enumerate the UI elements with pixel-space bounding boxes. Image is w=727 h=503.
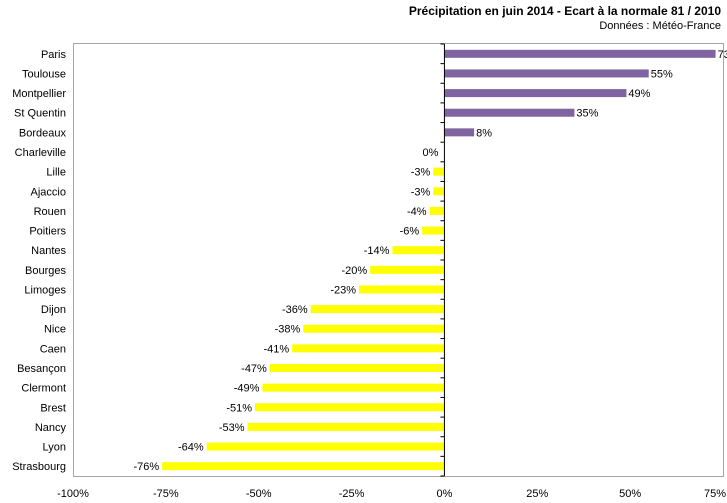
x-tick-label: -75%	[153, 488, 179, 500]
bar-4	[444, 128, 475, 137]
category-label: Montpellier	[12, 88, 66, 100]
x-tick-label: -50%	[246, 488, 272, 500]
chart-title: Précipitation en juin 2014 - Ecart à la …	[408, 4, 721, 18]
bar-3	[444, 108, 575, 117]
category-label: Nantes	[31, 245, 66, 257]
bar-19	[247, 422, 445, 431]
bar-6	[433, 167, 445, 176]
x-tick-label: -25%	[339, 488, 365, 500]
plot-frame	[73, 43, 724, 477]
x-tick-label: 75%	[704, 488, 726, 500]
bar-7	[433, 187, 445, 196]
category-label: Nancy	[35, 422, 67, 434]
data-label: 55%	[651, 68, 673, 80]
category-label: Toulouse	[22, 68, 66, 80]
x-tick-label: 0%	[436, 488, 452, 500]
chart-subtitle: Données : Météo-France	[599, 20, 721, 32]
data-label: -64%	[178, 442, 204, 454]
category-label: Bordeaux	[19, 127, 67, 139]
bar-8	[429, 206, 445, 215]
category-label: Nice	[44, 324, 66, 336]
bar-2	[444, 89, 627, 98]
category-label: Bourges	[25, 265, 66, 277]
data-label: 8%	[476, 127, 492, 139]
data-label: -14%	[364, 245, 390, 257]
bar-1	[444, 69, 649, 78]
category-label: Charleville	[15, 147, 66, 159]
data-label: -51%	[226, 402, 252, 414]
category-label: Poitiers	[29, 226, 66, 238]
category-labels: Paris Toulouse Montpellier St Quentin Bordea…	[12, 49, 66, 473]
data-label: -38%	[275, 324, 301, 336]
data-label: -41%	[263, 343, 289, 355]
category-label: Dijon	[41, 304, 66, 316]
value-labels: 73% 55%49% 35% 8% 0% -3% -3% -4% -6% -14% -20% -23%…	[133, 49, 727, 473]
data-label: -3%	[411, 167, 431, 179]
data-label: -36%	[282, 304, 308, 316]
data-label: -53%	[219, 422, 245, 434]
bar-17	[262, 383, 445, 392]
category-label: Ajaccio	[31, 186, 66, 198]
data-label: -23%	[330, 284, 356, 296]
bar-10	[392, 246, 445, 255]
bar-13	[310, 305, 445, 314]
category-label: Brest	[40, 402, 66, 414]
x-tick-label: 50%	[619, 488, 641, 500]
x-tick-label: 25%	[526, 488, 548, 500]
data-label: -4%	[407, 206, 427, 218]
bar-15	[292, 344, 445, 353]
bar-9	[422, 226, 445, 235]
category-label: Lille	[46, 167, 66, 179]
data-label: -6%	[400, 226, 420, 238]
category-label: St Quentin	[14, 108, 66, 120]
bar-14	[303, 324, 445, 333]
category-label: Caen	[40, 343, 66, 355]
data-label: -3%	[411, 186, 431, 198]
data-label: -47%	[241, 363, 267, 375]
bar-11	[370, 265, 445, 274]
bar-21	[162, 462, 445, 471]
data-label: -49%	[234, 383, 260, 395]
category-label: Clermont	[21, 383, 66, 395]
category-label: Strasbourg	[12, 461, 66, 473]
data-label: 0%	[423, 147, 439, 159]
bar-0	[444, 49, 716, 58]
data-label: 49%	[628, 88, 650, 100]
bar-12	[359, 285, 445, 294]
x-tick-label: -100%	[57, 488, 89, 500]
category-label: Rouen	[34, 206, 66, 218]
category-label: Lyon	[43, 442, 66, 454]
bar-18	[255, 403, 445, 412]
bar-20	[206, 442, 445, 451]
category-label: Paris	[41, 49, 67, 61]
data-label: 73%	[718, 49, 727, 61]
data-label: -20%	[341, 265, 367, 277]
bar-16	[269, 364, 445, 372]
data-label: -76%	[133, 461, 159, 473]
data-label: 35%	[576, 108, 598, 120]
x-axis: -100% -75% -50% -25% 0% 25% 50% 75%	[57, 43, 726, 500]
category-label: Limoges	[24, 284, 66, 296]
category-label: Besançon	[17, 363, 66, 375]
bars	[162, 49, 716, 471]
